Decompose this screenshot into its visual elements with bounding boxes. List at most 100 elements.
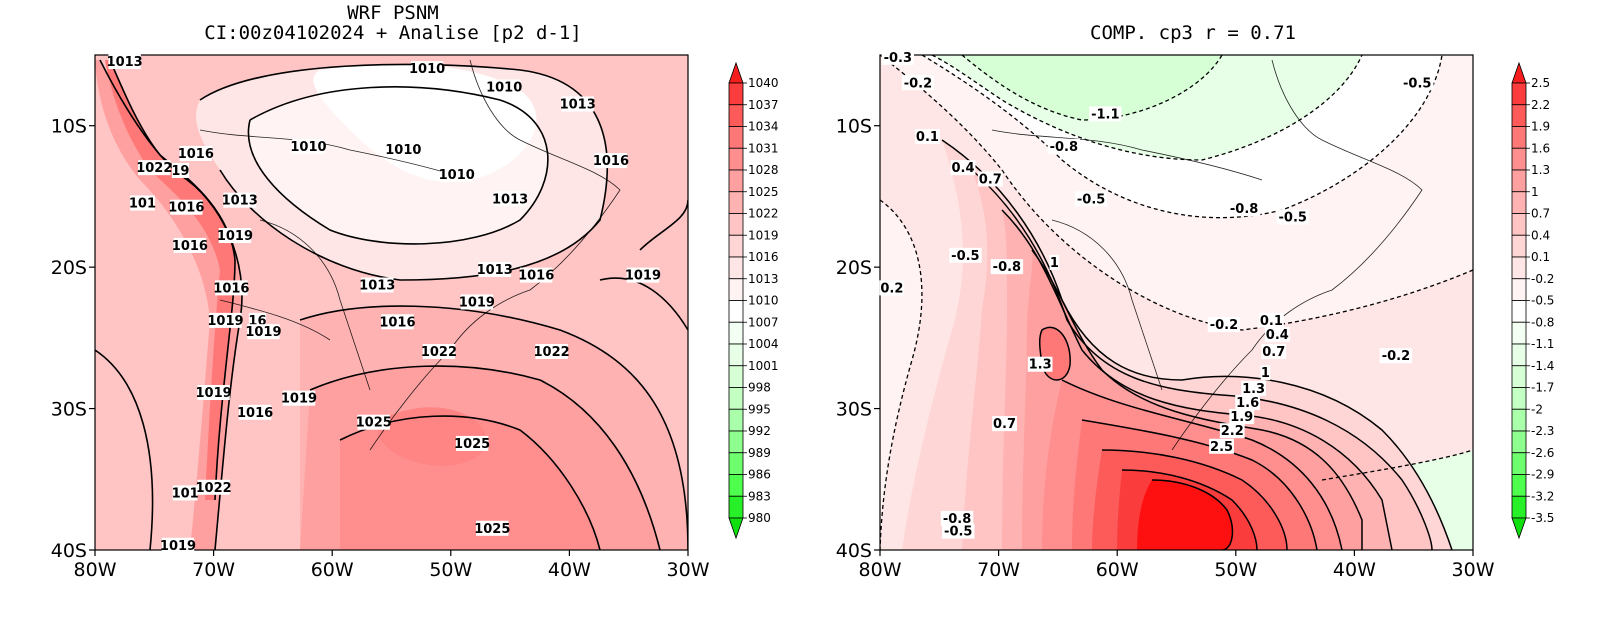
colorbar-label: 986: [748, 468, 771, 482]
colorbar-swatch: [1511, 191, 1527, 214]
contour-label-text: 1019: [625, 269, 661, 284]
colorbar-label: 989: [748, 446, 771, 460]
contour-label-text: 1016: [518, 269, 554, 284]
colorbar-swatch: [728, 147, 744, 171]
contour-label-text: 0.4: [1266, 328, 1289, 343]
contour-label: 1.3: [1027, 356, 1053, 373]
contour-label-text: 101: [172, 486, 199, 501]
colorbar-label: 0.4: [1531, 228, 1550, 242]
contour-label: 1016: [213, 280, 249, 296]
contour-label: 0.4: [950, 160, 976, 176]
colorbar-swatch: [1511, 474, 1527, 497]
contour-label: 1016: [593, 153, 629, 169]
contour-label-bg: [1049, 254, 1060, 270]
contour-label-bg: [197, 479, 230, 495]
colorbar-label: 1001: [748, 359, 779, 373]
left-title-line1: WRF PSNM: [347, 2, 439, 24]
contour-label: 1013: [222, 192, 258, 209]
contour-label-bg: [535, 344, 568, 359]
contour-label: -0.5: [1276, 209, 1309, 226]
contour-label: 1013: [107, 54, 143, 70]
left-pressure-field: [95, 55, 688, 550]
colorbar-label: 0.1: [1531, 250, 1550, 264]
colorbar-label: 1004: [748, 337, 779, 351]
colorbar-swatch: [1511, 343, 1527, 367]
x-tick-label: 30W: [1452, 559, 1495, 581]
contour-label-bg: [1264, 327, 1290, 343]
contour-label-bg: [487, 79, 521, 95]
contour-label: 1010: [439, 167, 475, 183]
contour-label-text: 1019: [459, 296, 495, 311]
colorbar-label: 1034: [748, 120, 779, 134]
contour-label-bg: [594, 153, 628, 169]
contour-label: 1010: [486, 79, 522, 96]
colorbar-label: 980: [748, 511, 771, 525]
contour-label-bg: [879, 280, 905, 296]
contour-label-text: -0.2: [1210, 318, 1238, 333]
contour-label-text: -0.5: [1077, 192, 1105, 207]
contour-label: 1010: [290, 138, 327, 155]
contour-label-bg: [493, 191, 527, 207]
colorbar-swatch: [728, 452, 744, 475]
contour-label-text: 0.4: [952, 161, 975, 176]
colorbar-swatch: [728, 365, 744, 388]
contour-label-text: 1025: [454, 437, 490, 452]
y-tick-label: 40S: [51, 540, 87, 562]
colorbar-swatch: [728, 321, 744, 345]
colorbar-label: 1.9: [1531, 120, 1550, 134]
colorbar-swatch: [1511, 495, 1527, 519]
colorbar-label: 983: [748, 489, 771, 503]
contour-label: 1025: [454, 435, 490, 452]
contour-label: -0.5: [1074, 191, 1108, 207]
contour-label: 1019: [459, 294, 495, 311]
colorbar-label: 998: [748, 381, 771, 395]
contour-label-text: 2.5: [1210, 440, 1233, 455]
contour-label-text: 1016: [172, 239, 208, 254]
colorbar-swatch: [728, 278, 744, 301]
contour-label: 0.1: [1258, 312, 1284, 329]
contour-label-text: -0.8: [993, 260, 1021, 275]
colorbar-label: -3.5: [1531, 511, 1554, 525]
contour-label: -0.3: [881, 49, 914, 66]
contour-label: 1025: [356, 414, 392, 431]
contour-label-bg: [1227, 201, 1261, 217]
colorbar-swatch: [728, 387, 744, 410]
x-tick-label: 40W: [1333, 559, 1376, 581]
contour-label-bg: [1276, 209, 1309, 225]
contour-label-bg: [1258, 312, 1284, 328]
contour-label-text: -0.3: [884, 51, 912, 66]
colorbar-label: 1.3: [1531, 163, 1550, 177]
contour-label-bg: [138, 160, 171, 176]
contour-label-bg: [161, 537, 195, 553]
colorbar-label: -1.1: [1531, 337, 1554, 351]
contour-label-bg: [1074, 191, 1108, 207]
colorbar-label: 1.6: [1531, 141, 1550, 155]
colorbar-label: -2.3: [1531, 424, 1554, 438]
colorbar-label: -0.8: [1531, 315, 1554, 329]
contour-label: 1019: [207, 312, 244, 329]
contour-label-bg: [990, 259, 1024, 275]
right-axes: 80W 70W 60W 50W 40W 30W 10S 20S 30S 40S: [836, 116, 1495, 581]
contour-label-bg: [247, 324, 280, 340]
contour-label-bg: [410, 61, 444, 77]
contour-label-text: 1010: [385, 143, 421, 158]
contour-label-bg: [171, 162, 189, 178]
contour-label: -0.5: [1401, 75, 1434, 91]
contour-label-bg: [130, 195, 155, 211]
contour-label-text: 1016: [213, 281, 249, 296]
colorbar-swatch: [1511, 126, 1527, 149]
contour-label-text: 1019: [207, 314, 243, 329]
contour-label-bg: [440, 167, 473, 183]
contour-label-bg: [108, 54, 141, 70]
contour-label-bg: [173, 237, 207, 253]
contour-label: 1.6: [1235, 394, 1261, 411]
contour-label-bg: [170, 199, 203, 215]
contour-label-text: 1: [1050, 256, 1059, 271]
colorbar-label: 1010: [748, 294, 779, 308]
contour-label-text: 1010: [439, 168, 475, 183]
contour-label: 1022: [421, 344, 457, 360]
colorbar-swatch: [1511, 104, 1527, 127]
contour-label: -0.8: [940, 510, 974, 527]
x-tick-label: 50W: [429, 559, 472, 581]
colorbar-swatch: [728, 300, 744, 323]
